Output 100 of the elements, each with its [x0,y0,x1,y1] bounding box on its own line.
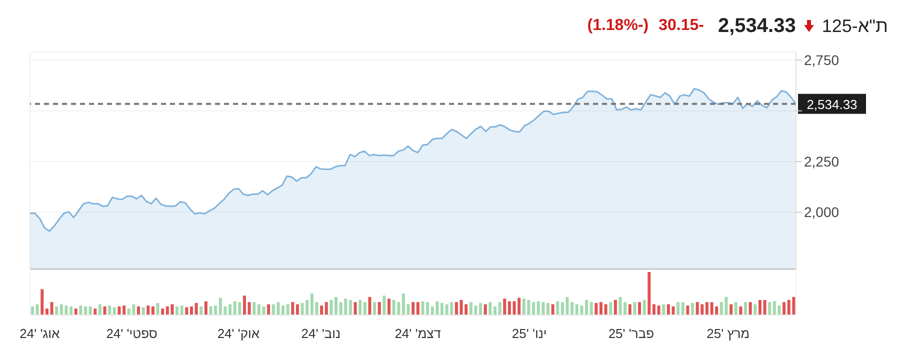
bar [242,296,246,315]
bar [194,302,198,315]
bar [691,302,694,315]
bar [426,302,430,315]
bar [421,301,424,315]
x-tick-label: מרץ '25 [706,326,750,341]
bar [560,302,564,315]
bar [662,304,666,315]
bar [151,306,154,315]
bar [31,306,34,315]
x-tick-label: ספטי' '24 [106,326,158,341]
bar [754,304,757,315]
bar [98,304,102,315]
bar [768,302,772,315]
bar [200,306,203,315]
bar [657,306,660,315]
y-tick-label: 2,750 [804,52,840,68]
bar [136,306,140,315]
bar [484,304,487,315]
bar [705,302,708,315]
bar [782,302,786,315]
ref-line-label: 2,534.33 [806,96,858,112]
bar [267,304,270,315]
bar [103,306,106,315]
bar [508,301,511,315]
bar [633,302,636,315]
y-tick-label: 2,250 [804,153,840,170]
bar [440,302,444,315]
bar [648,272,651,315]
bar [556,301,560,315]
bar [348,300,352,315]
bar [532,302,536,315]
bar [416,302,420,315]
bar [248,302,251,315]
bar [748,302,752,315]
bar [334,296,338,315]
bar [94,308,97,315]
bar [50,302,54,315]
bar [156,302,160,315]
bar [479,302,482,315]
bar [286,304,290,315]
bar [402,294,405,315]
bar [108,306,112,315]
bar [190,306,193,315]
bar [40,289,44,315]
bar [676,302,680,315]
bar [74,308,78,315]
bar [412,302,415,315]
bar [55,306,58,315]
bar [763,300,766,315]
bar [324,302,328,315]
text: (-1.18%) [587,17,649,35]
bar [744,302,748,315]
bar [45,308,48,315]
x-tick-label: נוב' '24 [301,326,341,341]
bar [604,304,608,315]
bar [373,302,376,315]
bar [594,302,598,315]
bar [122,306,126,315]
bar [686,306,690,315]
bar [609,302,612,315]
bar [176,306,179,315]
bar [739,306,742,315]
text: ת"א-125 [822,16,888,36]
bar [382,296,386,315]
bar [498,302,502,315]
bar [734,302,738,315]
x-tick-label: אוק' '24 [217,326,260,341]
bar [585,300,588,315]
bar [503,298,506,315]
bar [70,306,73,315]
bar [358,300,362,315]
bar [730,304,733,315]
bar [368,296,372,315]
bar [493,306,496,315]
bar [599,302,602,315]
bar [681,302,684,315]
bar [142,307,145,315]
bar [180,306,184,315]
bar [161,308,164,315]
bar [146,306,150,315]
x-tick-label: אוג' '24 [20,326,60,341]
bar [388,298,391,315]
bar [406,304,410,315]
bar [118,306,121,315]
bar [330,300,333,315]
bar [84,306,87,315]
bar [204,301,208,315]
bar [614,300,617,315]
bar [638,302,642,315]
bar [282,306,285,315]
bar [546,302,550,315]
bar [624,302,627,315]
bar [642,300,646,315]
text: 2,534.33 [718,14,796,38]
text: -30.15 [658,17,704,35]
x-tick-label: דצמ' '24 [394,326,441,341]
bar [354,302,357,315]
bar [88,306,92,315]
bar [36,304,39,315]
